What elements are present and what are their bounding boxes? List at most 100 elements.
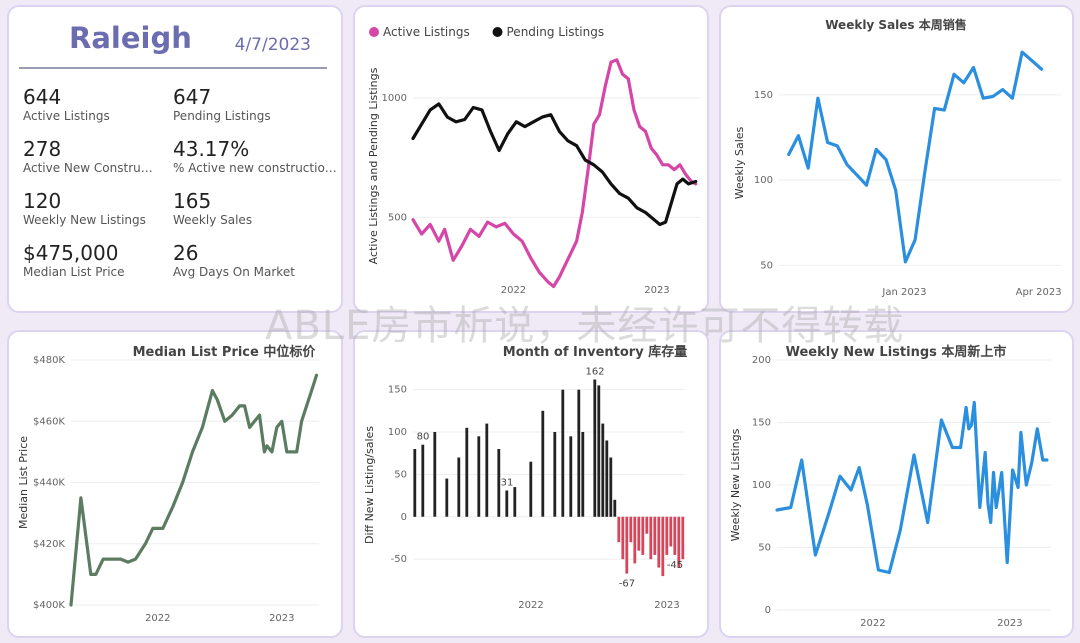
legend-swatch	[492, 27, 503, 37]
bar	[421, 444, 425, 517]
listings-chart: 500 1000 2022 2023 Active Listings and Pendi…	[367, 25, 700, 296]
bar	[633, 516, 637, 564]
series-line	[411, 58, 698, 289]
bar	[677, 516, 681, 568]
y-axis-label: Weekly New Listings	[729, 428, 742, 541]
kpi-label: Weekly New Listings	[23, 213, 146, 227]
chart-title: Median List Price 中位标价	[133, 344, 317, 360]
kpi-value: 165	[173, 189, 212, 213]
kpi-median-list-price: $475,000 Median List Price	[23, 241, 178, 280]
data-label: 162	[585, 366, 604, 377]
y-tick-label: 150	[388, 385, 407, 396]
listings-chart-card: 500 1000 2022 2023 Active Listings and Pendi…	[353, 5, 709, 313]
y-tick-label: 50	[758, 543, 771, 554]
bar	[505, 490, 509, 517]
x-tick-label: Jan 2023	[881, 287, 926, 298]
x-tick-label: 2022	[860, 618, 885, 629]
bar	[617, 516, 621, 543]
y-tick-label: 100	[752, 480, 771, 491]
kpi-value: $475,000	[23, 241, 119, 265]
x-tick-label: 2023	[269, 613, 294, 624]
kpi-value: 644	[23, 85, 62, 109]
y-axis-label: Active Listings and Pending Listings	[367, 67, 380, 264]
kpi-label: Pending Listings	[173, 109, 271, 123]
weekly-new-listings-chart: 0 50 100 150 200 2022 2023 Weekly New Listings …	[729, 344, 1051, 629]
kpi-active-new-construction: 278 Active New Construction	[23, 137, 155, 176]
kpi-value: 26	[173, 241, 199, 265]
city-name: Raleigh	[69, 21, 192, 55]
legend-label: Pending Listings	[507, 25, 605, 39]
y-tick-label: 100	[754, 175, 773, 186]
kpi-avg-days-on-market: 26 Avg Days On Market	[173, 241, 328, 280]
y-tick-label: 0	[765, 605, 771, 616]
kpi-label: % Active new constructions	[173, 161, 338, 175]
bar	[485, 423, 489, 517]
y-tick-label: 500	[388, 212, 407, 223]
y-tick-label: 200	[752, 355, 771, 366]
summary-card: Raleigh 4/7/2023 644 Active Listings 647…	[7, 5, 343, 313]
bar	[581, 432, 585, 517]
bar	[497, 449, 501, 517]
kpi-value: 647	[173, 85, 212, 109]
y-tick-label: 0	[401, 512, 407, 523]
bar	[665, 516, 669, 555]
bar	[601, 423, 605, 517]
kpi-pct-new-construction: 43.17% % Active new constructions	[173, 137, 338, 176]
moi-chart-card: -50 0 50 100 150 2022 2023 Month of Inventory 库…	[353, 330, 709, 638]
bar	[553, 432, 557, 517]
divider	[19, 67, 327, 69]
bar	[653, 516, 657, 555]
y-tick-label: $480K	[33, 355, 65, 366]
bar	[681, 516, 685, 560]
bar	[433, 432, 437, 517]
bar	[657, 516, 661, 568]
data-label: -45	[667, 560, 683, 571]
bar	[513, 487, 517, 517]
series-line	[69, 373, 319, 607]
kpi-label: Active Listings	[23, 109, 110, 123]
bar	[613, 499, 617, 517]
y-tick-label: -50	[391, 554, 407, 565]
bar	[629, 516, 633, 543]
new-listings-chart-card: 0 50 100 150 200 2022 2023 Weekly New Listings …	[719, 330, 1074, 638]
bar	[625, 516, 629, 574]
price-chart-card: $400K $420K $440K $460K $480K 2022 2023 Median …	[7, 330, 343, 638]
bar	[529, 461, 533, 517]
kpi-value: 43.17%	[173, 137, 250, 161]
chart-title: Weekly Sales 本周销售	[825, 17, 967, 32]
weekly-sales-chart: 50 100 150 Jan 2023 Apr 2023 Weekly Sales 本周销…	[733, 17, 1062, 298]
legend-label: Active Listings	[383, 25, 470, 39]
bar	[609, 457, 613, 517]
bar	[669, 516, 673, 547]
x-tick-label: 2023	[654, 600, 679, 611]
x-tick-label: 2022	[145, 613, 170, 624]
data-label: 31	[501, 478, 514, 489]
y-tick-label: $460K	[33, 416, 65, 427]
y-axis-label: Diff New Listing/sales	[363, 426, 376, 544]
series-line	[775, 400, 1049, 575]
y-tick-label: 1000	[382, 93, 407, 104]
month-of-inventory-chart: -50 0 50 100 150 2022 2023 Month of Inventory 库…	[363, 344, 687, 611]
y-tick-label: 150	[754, 90, 773, 101]
data-label: 80	[417, 432, 430, 443]
bar	[661, 516, 665, 577]
series-line	[411, 102, 698, 227]
bar	[541, 410, 545, 517]
x-tick-label: Apr 2023	[1016, 287, 1062, 298]
kpi-label: Avg Days On Market	[173, 265, 295, 279]
bar	[621, 516, 625, 560]
bar	[641, 516, 645, 555]
kpi-weekly-new-listings: 120 Weekly New Listings	[23, 189, 178, 228]
bar	[477, 436, 481, 517]
x-tick-label: 2022	[501, 285, 526, 296]
x-tick-label: 2023	[997, 618, 1022, 629]
bar	[465, 427, 469, 517]
data-label: -67	[619, 579, 635, 590]
y-tick-label: $400K	[33, 600, 65, 611]
bar	[561, 389, 565, 517]
chart-title: Month of Inventory 库存量	[503, 344, 687, 360]
x-tick-label: 2023	[644, 285, 669, 296]
legend-swatch	[369, 27, 379, 37]
kpi-weekly-sales: 165 Weekly Sales	[173, 189, 328, 228]
kpi-pending-listings: 647 Pending Listings	[173, 85, 328, 124]
